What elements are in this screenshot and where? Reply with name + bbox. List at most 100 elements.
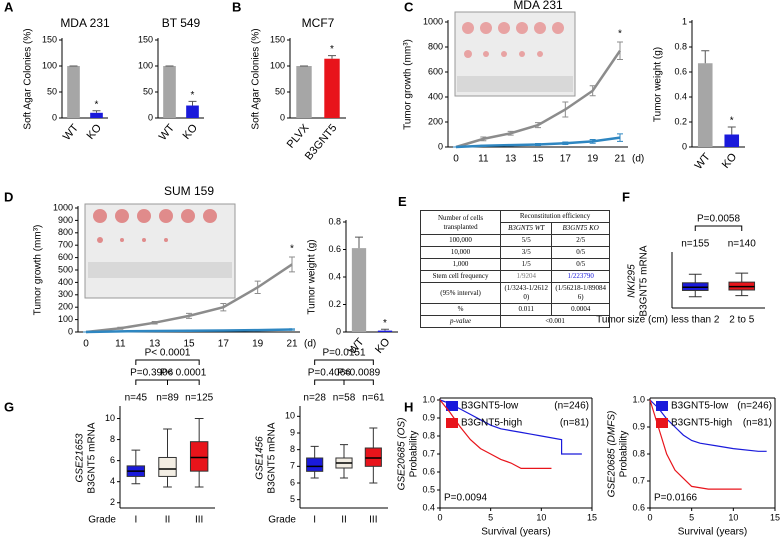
error-bar — [617, 41, 623, 60]
p-value: P< 0.0001 — [160, 368, 206, 379]
table-header: Number of cells transplanted — [419, 210, 502, 235]
error-bar — [220, 329, 227, 332]
y-tick-label: 300 — [58, 289, 73, 299]
error-bar — [535, 143, 541, 146]
error-bar — [562, 141, 569, 145]
tumor-photo — [84, 203, 236, 299]
p-value: P=0.0094 — [444, 493, 488, 504]
y-axis-label: GSE1456 — [255, 436, 266, 480]
table-cell: 1/5 — [500, 258, 553, 271]
y-tick-label: 10 — [105, 413, 115, 423]
box — [158, 456, 177, 477]
error-bar — [220, 302, 227, 312]
y-axis-label: Soft Agar Colonies (%) — [251, 28, 262, 129]
y-axis-label: Tumor growth (mm³) — [403, 39, 414, 130]
error-bar — [727, 126, 736, 135]
y-tick-label: 0 — [68, 326, 73, 336]
x-unit: (d) — [304, 339, 316, 350]
n-label: n=89 — [156, 393, 179, 404]
y-tick-label: 0.2 — [674, 116, 687, 126]
table-cell: 100,000 — [419, 234, 502, 247]
y-tick-label: 400 — [428, 91, 443, 101]
significance: * — [330, 44, 334, 55]
x-tick-label: II — [165, 515, 171, 526]
y-axis-label: GSE20685 (OS) — [397, 418, 408, 491]
legend-swatch — [446, 418, 458, 428]
x-tick-label: KO — [85, 122, 105, 142]
x-tick-label: 11 — [115, 339, 126, 350]
x-tick-label: KO — [181, 122, 201, 142]
error-bar — [355, 236, 363, 249]
p-value: P=0.3906 — [130, 368, 174, 379]
table-header: B3GNT5 WT — [500, 222, 553, 235]
y-tick-label: 1.0 — [422, 394, 435, 404]
y-tick-label: 800 — [428, 41, 443, 51]
panel-letter: A — [4, 0, 14, 14]
y-tick-label: 800 — [58, 227, 73, 237]
legend-n: (n=81) — [560, 418, 589, 429]
panel-letter: C — [404, 0, 414, 14]
x-axis-label: Tumor size (cm) — [596, 315, 668, 326]
y-tick-label: 0.4 — [422, 502, 435, 512]
bar — [324, 58, 340, 118]
y-tick-label: 0.2 — [328, 299, 341, 309]
x-tick-label: 11 — [478, 154, 489, 165]
x-tick-label: KO — [720, 151, 740, 171]
y-tick-label: 0 — [336, 326, 341, 336]
x-tick-label: less than 2 — [671, 315, 720, 326]
legend-n: (n=81) — [743, 418, 772, 429]
table-cell: Stem cell frequency — [419, 270, 502, 283]
y-axis-label: B3GNT5 mRNA — [267, 422, 278, 493]
x-tick-label: 10 — [728, 512, 738, 522]
y-tick-label: 900 — [58, 215, 73, 225]
y-tick-label: 1.0 — [632, 394, 645, 404]
y-tick-label: 500 — [58, 264, 73, 274]
y-axis-label: Tumor weight (g) — [307, 239, 318, 314]
n-label: n=58 — [333, 393, 356, 404]
y-tick-label: 1 — [682, 16, 687, 26]
y-axis-label: NKI295 — [627, 264, 638, 298]
x-tick-label: I — [313, 515, 316, 526]
table-cell: 0.0004 — [551, 303, 610, 316]
table-cell: 0/5 — [551, 246, 610, 259]
bar — [90, 112, 103, 118]
table-cell: (95% interval) — [419, 282, 502, 304]
y-tick-label: 0.8 — [422, 430, 435, 440]
y-tick-label: 0.4 — [328, 271, 341, 281]
p-value: P=0.0151 — [322, 348, 366, 359]
y-tick-label: 10 — [285, 411, 295, 421]
panel-letter: B — [232, 0, 241, 14]
y-axis-label: GSE20685 (DMFS) — [607, 411, 618, 498]
y-tick-label: 0.9 — [422, 412, 435, 422]
significance: * — [290, 244, 294, 255]
error-bar — [617, 133, 623, 142]
survival-curve — [439, 399, 582, 455]
y-axis-label: Tumor weight (g) — [653, 47, 664, 122]
p-value: P=0.0058 — [697, 214, 741, 225]
y-tick-label: 8 — [110, 434, 115, 444]
p-value: P=0.0089 — [337, 368, 381, 379]
table-cell: % — [419, 303, 502, 316]
n-label: n=61 — [362, 393, 385, 404]
bar — [697, 63, 713, 147]
error-bar — [186, 312, 192, 319]
error-bar — [562, 101, 569, 118]
x-tick-label: KO — [373, 336, 393, 356]
x-tick-label: III — [195, 515, 203, 526]
x-tick-label: 2 to 5 — [729, 315, 754, 326]
y-tick-label: 9 — [290, 427, 295, 437]
chart-title: SUM 159 — [164, 184, 214, 198]
x-tick-label: 15 — [587, 512, 597, 522]
y-tick-label: 0 — [52, 112, 57, 122]
x-tick-label: WT — [693, 151, 713, 172]
y-tick-label: 600 — [58, 252, 73, 262]
x-unit: (d) — [632, 154, 644, 165]
legend-label: B3GNT5-high — [671, 418, 732, 429]
x-axis-label: Grade — [268, 515, 296, 526]
table-cell: 3/5 — [500, 246, 553, 259]
y-tick-label: 200 — [428, 116, 443, 126]
table-cell: 1,000 — [419, 258, 502, 271]
error-bar — [480, 144, 487, 147]
error-bar — [92, 110, 101, 113]
